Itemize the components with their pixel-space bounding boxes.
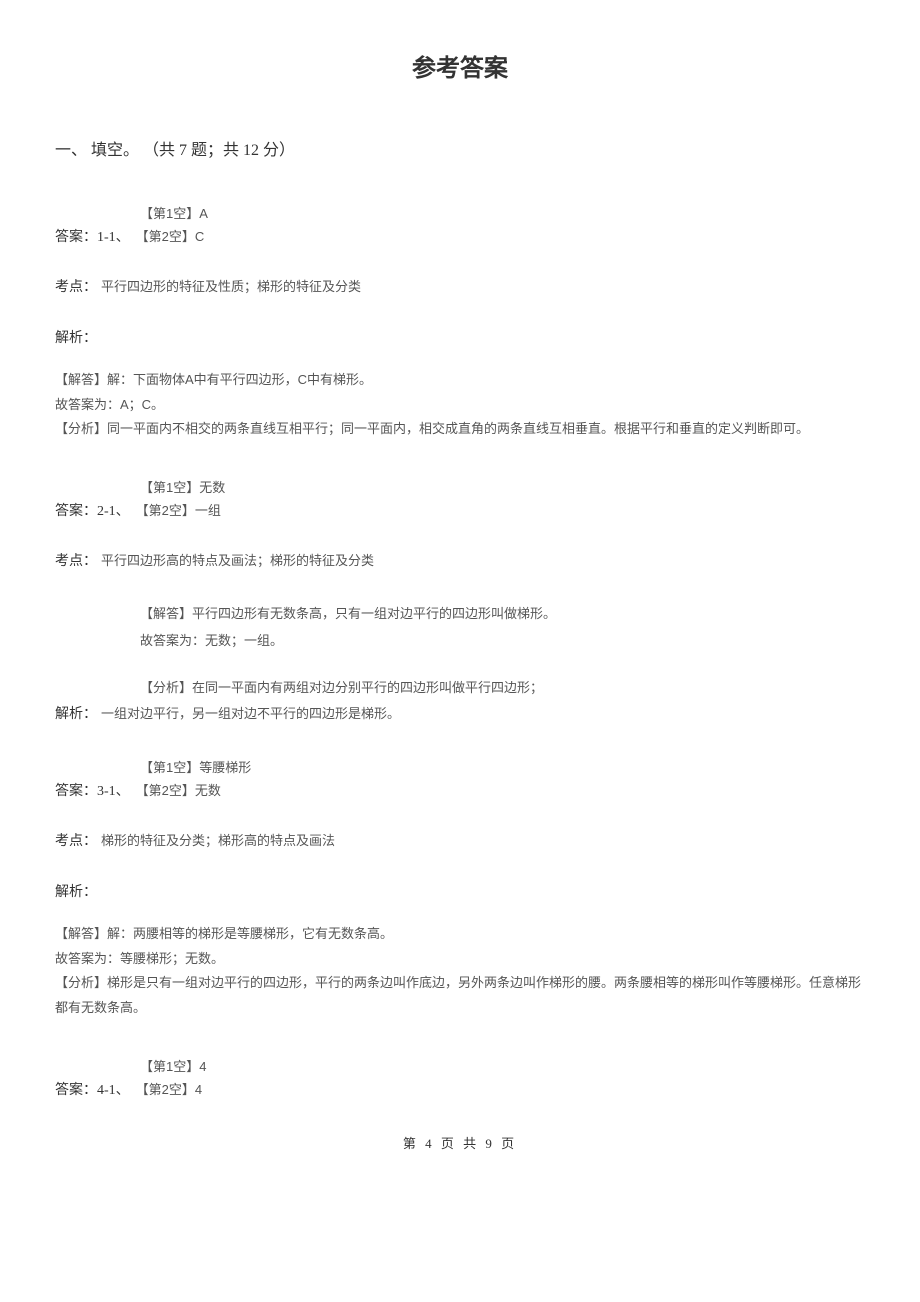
q2-blank2: 【第2空】一组 (136, 503, 221, 518)
q2-a-line4: 一组对边平行，另一组对边不平行的四边形是梯形。 (101, 706, 400, 721)
question-4: 【第1空】4 答案：4-1、【第2空】4 (55, 1057, 865, 1102)
question-1: 【第1空】A 答案：1-1、【第2空】C 考点： 平行四边形的特征及性质；梯形的特… (55, 204, 865, 442)
q4-blank1: 【第1空】4 (140, 1057, 865, 1078)
q2-a-line2: 故答案为：无数；一组。 (140, 629, 865, 654)
q3-analysis-body: 【解答】解：两腰相等的梯形是等腰梯形，它有无数条高。 故答案为：等腰梯形；无数。… (55, 922, 865, 1021)
q1-ans-line3: 【分析】同一平面内不相交的两条直线互相平行；同一平面内，相交成直角的两条直线互相… (55, 417, 865, 442)
q1-blank2: 【第2空】C (136, 229, 205, 244)
q1-answer-line: 答案：1-1、【第2空】C (55, 227, 865, 249)
q2-kp-content: 平行四边形高的特点及画法；梯形的特征及分类 (101, 553, 374, 568)
page-footer: 第 4 页 共 9 页 (55, 1134, 865, 1155)
q1-ans-line1: 【解答】解：下面物体A中有平行四边形，C中有梯形。 (55, 368, 865, 393)
q4-answer-line: 答案：4-1、【第2空】4 (55, 1080, 865, 1102)
question-2: 【第1空】无数 答案：2-1、【第2空】一组 考点： 平行四边形高的特点及画法；梯… (55, 478, 865, 726)
q4-answer-label: 答案：4-1、 (55, 1080, 130, 1102)
q2-a-line3: 【分析】在同一平面内有两组对边分别平行的四边形叫做平行四边形； (140, 676, 865, 701)
q3-ans-line1: 【解答】解：两腰相等的梯形是等腰梯形，它有无数条高。 (55, 922, 865, 947)
q3-kp-label: 考点： (55, 834, 97, 849)
q2-analysis-label: 解析： (55, 707, 97, 722)
q2-kp-line: 考点： 平行四边形高的特点及画法；梯形的特征及分类 (55, 551, 865, 573)
q2-answer-label: 答案：2-1、 (55, 501, 130, 523)
q2-blank1: 【第1空】无数 (140, 478, 865, 499)
q3-blank1: 【第1空】等腰梯形 (140, 758, 865, 779)
q1-kp-line: 考点： 平行四边形的特征及性质；梯形的特征及分类 (55, 277, 865, 299)
q1-kp-content: 平行四边形的特征及性质；梯形的特征及分类 (101, 279, 361, 294)
q3-blank2: 【第2空】无数 (136, 783, 221, 798)
q2-kp-label: 考点： (55, 554, 97, 569)
q3-kp-content: 梯形的特征及分类；梯形高的特点及画法 (101, 833, 335, 848)
q4-blank2: 【第2空】4 (136, 1082, 202, 1097)
q1-kp-label: 考点： (55, 280, 97, 295)
q2-combined: 解析： 一组对边平行，另一组对边不平行的四边形是梯形。 (55, 704, 865, 726)
q3-ans-line3: 【分析】梯形是只有一组对边平行的四边形，平行的两条边叫作底边，另外两条边叫作梯形… (55, 971, 865, 1020)
q1-ans-line2: 故答案为：A；C。 (55, 393, 865, 418)
q3-answer-line: 答案：3-1、【第2空】无数 (55, 781, 865, 803)
q3-ans-line2: 故答案为：等腰梯形；无数。 (55, 947, 865, 972)
q1-answer-label: 答案：1-1、 (55, 227, 130, 249)
question-3: 【第1空】等腰梯形 答案：3-1、【第2空】无数 考点： 梯形的特征及分类；梯形高… (55, 758, 865, 1021)
q2-answer-line: 答案：2-1、【第2空】一组 (55, 501, 865, 523)
q1-analysis-body: 【解答】解：下面物体A中有平行四边形，C中有梯形。 故答案为：A；C。 【分析】… (55, 368, 865, 442)
q1-blank1: 【第1空】A (140, 204, 865, 225)
q3-analysis-label: 解析： (55, 882, 865, 904)
page-title: 参考答案 (55, 50, 865, 88)
q1-analysis-label: 解析： (55, 328, 865, 350)
q3-kp-line: 考点： 梯形的特征及分类；梯形高的特点及画法 (55, 831, 865, 853)
q3-answer-label: 答案：3-1、 (55, 781, 130, 803)
section-header: 一、 填空。 （共 7 题；共 12 分） (55, 138, 865, 164)
q2-a-line1: 【解答】平行四边形有无数条高，只有一组对边平行的四边形叫做梯形。 (140, 602, 865, 627)
